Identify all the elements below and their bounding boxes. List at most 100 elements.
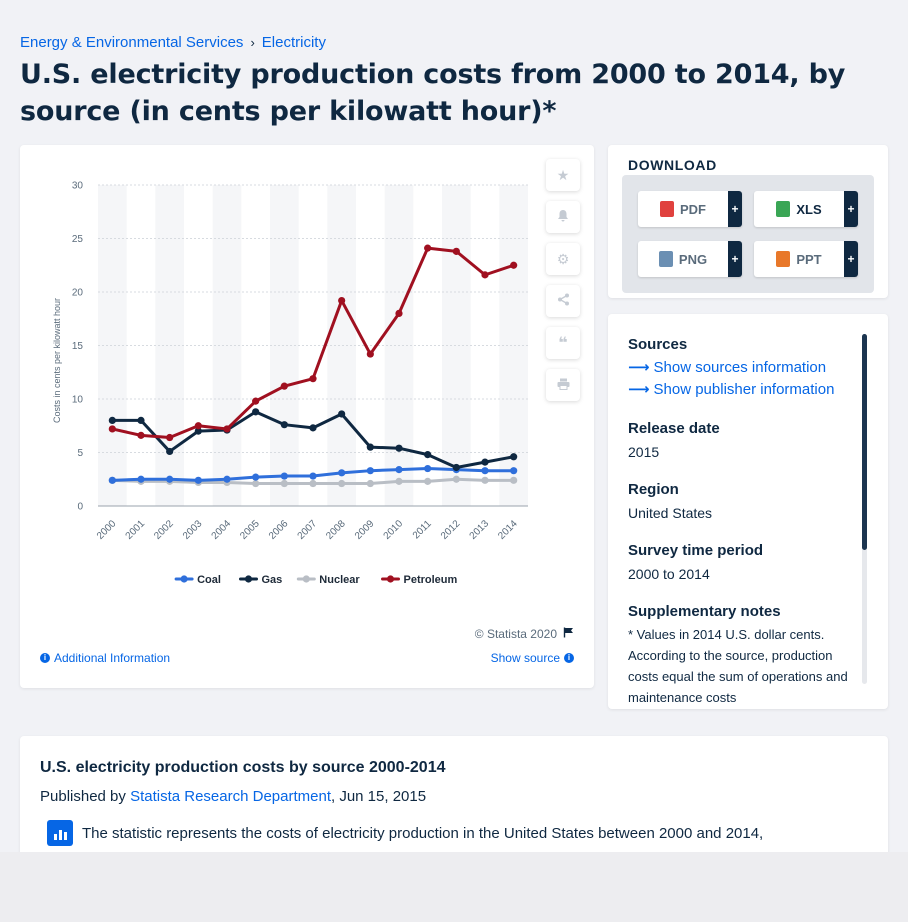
survey-period-heading: Survey time period: [628, 542, 764, 559]
download-pdf-button[interactable]: PDF +: [638, 191, 742, 227]
data-point-gas: [252, 408, 260, 416]
copyright-note: © Statista 2020: [475, 627, 574, 641]
data-point-petroleum: [452, 247, 460, 255]
star-icon: ★: [556, 166, 570, 183]
data-point-coal: [137, 475, 145, 483]
x-tick-label: 2008: [324, 518, 348, 542]
sources-heading: Sources: [628, 336, 688, 353]
line-chart: 0 5 10 15 20 25 30 2000 2001 2002 2003 2004 2005 2006…: [52, 181, 528, 586]
data-point-petroleum: [223, 425, 231, 433]
data-point-gas: [166, 447, 174, 456]
x-tick-label: 2007: [296, 518, 320, 542]
description-card: U.S. electricity production costs by sou…: [20, 736, 888, 866]
region-value: United States: [628, 505, 713, 521]
show-publisher-label: Show publisher information: [653, 380, 835, 398]
flag-icon[interactable]: [563, 627, 574, 641]
x-tick-label: 2014: [496, 518, 520, 542]
png-file-icon: [658, 251, 673, 267]
download-xls-label: XLS: [796, 201, 822, 217]
footer-bar: [0, 852, 908, 922]
breadcrumb: Energy & Environmental Services › Electr…: [20, 34, 326, 51]
legend-marker-coal: [180, 575, 188, 583]
download-png-button[interactable]: PNG +: [638, 241, 742, 277]
download-ppt-button[interactable]: PPT +: [754, 241, 858, 277]
bell-icon: [557, 209, 569, 225]
survey-period-value: 2000 to 2014: [628, 566, 710, 582]
release-date-heading: Release date: [628, 420, 720, 437]
download-pdf-plus[interactable]: +: [728, 191, 742, 227]
data-point-gas: [338, 410, 346, 418]
share-icon: [557, 293, 570, 309]
data-point-petroleum: [194, 422, 202, 430]
x-tick-label: 2004: [210, 518, 234, 542]
legend-label-gas: Gas: [262, 574, 283, 586]
x-tick-label: 2010: [382, 518, 406, 542]
data-point-gas: [108, 416, 116, 424]
additional-information-link[interactable]: i Additional Information: [40, 651, 170, 665]
print-button[interactable]: [546, 369, 580, 401]
data-point-gas: [395, 444, 403, 452]
data-point-nuclear: [424, 477, 432, 485]
breadcrumb-item-energy[interactable]: Energy & Environmental Services: [20, 34, 244, 51]
x-tick-label: 2012: [439, 518, 463, 542]
chart-toolbar: ★ ⚙ ❝: [546, 159, 580, 411]
data-point-nuclear: [395, 477, 403, 485]
data-point-coal: [510, 467, 518, 475]
data-point-petroleum: [166, 433, 174, 442]
print-icon: [557, 377, 570, 393]
quote-icon: ❝: [558, 335, 568, 352]
data-point-coal: [366, 467, 374, 475]
data-point-nuclear: [452, 475, 460, 483]
legend-label-petroleum: Petroleum: [404, 574, 458, 586]
legend-marker-petroleum: [386, 575, 395, 583]
data-point-gas: [137, 416, 145, 424]
download-ppt-plus[interactable]: +: [844, 241, 858, 277]
data-point-gas: [194, 427, 202, 435]
download-xls-plus[interactable]: +: [844, 191, 858, 227]
settings-button[interactable]: ⚙: [546, 243, 580, 275]
data-point-petroleum: [108, 425, 116, 433]
supplementary-notes-heading: Supplementary notes: [628, 603, 781, 620]
y-tick-label: 15: [72, 341, 84, 352]
breadcrumb-item-electricity[interactable]: Electricity: [261, 34, 326, 51]
legend-label-coal: Coal: [197, 574, 221, 586]
scrollbar-thumb[interactable]: [862, 334, 867, 550]
x-tick-label: 2009: [353, 518, 377, 542]
show-sources-link[interactable]: ⟶ Show sources information: [628, 358, 858, 377]
publisher-link[interactable]: Statista Research Department: [130, 788, 331, 805]
share-button[interactable]: [546, 285, 580, 317]
y-tick-label: 0: [77, 502, 83, 513]
data-point-petroleum: [510, 261, 518, 269]
gear-icon: ⚙: [556, 250, 570, 267]
statistic-icon: [47, 820, 73, 846]
y-tick-label: 20: [72, 288, 84, 299]
download-xls-button[interactable]: XLS +: [754, 191, 858, 227]
arrow-right-icon: ⟶: [628, 381, 650, 398]
xls-file-icon: [776, 201, 791, 217]
show-publisher-link[interactable]: ⟶ Show publisher information: [628, 380, 858, 399]
favorite-button[interactable]: ★: [546, 159, 580, 191]
data-point-petroleum: [424, 244, 432, 252]
data-point-petroleum: [252, 397, 260, 405]
legend-marker-gas: [244, 575, 253, 583]
data-point-petroleum: [366, 350, 374, 358]
data-point-coal: [424, 464, 432, 473]
data-point-nuclear: [280, 479, 288, 488]
download-png-plus[interactable]: +: [728, 241, 742, 277]
region-heading: Region: [628, 481, 679, 498]
data-point-gas: [452, 463, 460, 472]
data-point-gas: [481, 458, 489, 466]
copyright-text: © Statista 2020: [474, 627, 557, 641]
show-source-link[interactable]: Show source i: [491, 651, 574, 665]
y-tick-label: 25: [72, 234, 84, 245]
data-point-gas: [424, 451, 432, 459]
cite-button[interactable]: ❝: [546, 327, 580, 359]
data-point-nuclear: [510, 476, 518, 484]
data-point-nuclear: [366, 479, 374, 488]
info-icon: i: [40, 653, 50, 663]
data-point-coal: [108, 476, 116, 484]
download-ppt-label: PPT: [796, 251, 822, 267]
info-scrollbar[interactable]: [862, 334, 867, 684]
legend-marker-nuclear: [302, 575, 310, 583]
notification-button[interactable]: [546, 201, 580, 233]
